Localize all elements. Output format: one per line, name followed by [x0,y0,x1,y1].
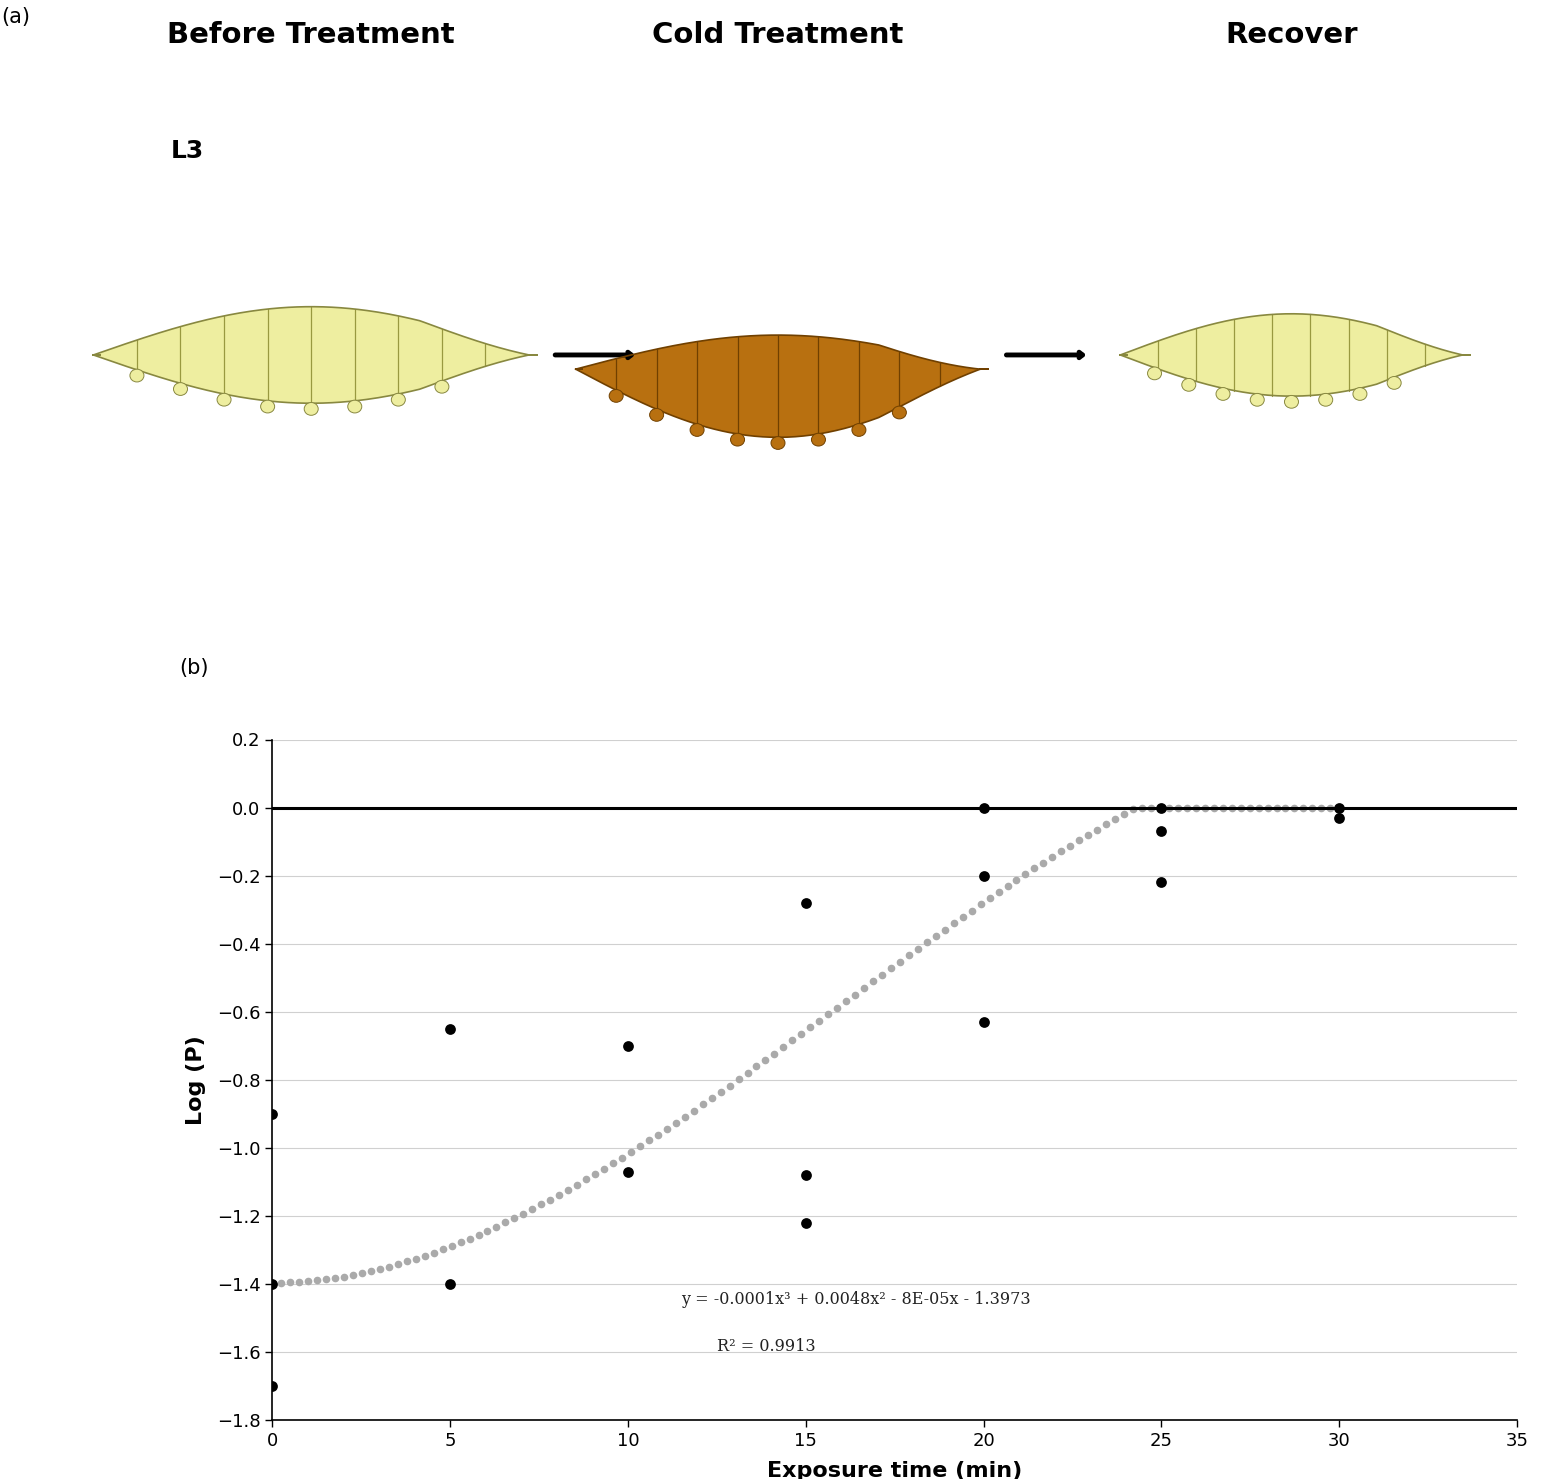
Circle shape [174,383,188,395]
Circle shape [1388,377,1402,389]
Point [794,890,818,914]
X-axis label: Exposure time (min): Exposure time (min) [767,1461,1022,1479]
Circle shape [261,401,275,413]
Circle shape [392,393,405,407]
Circle shape [1285,395,1298,408]
Circle shape [772,436,786,450]
Point [971,1010,996,1034]
Circle shape [305,402,319,416]
Circle shape [131,370,145,382]
Circle shape [1217,387,1231,401]
Circle shape [1319,393,1333,407]
Circle shape [853,423,867,436]
Text: (b): (b) [179,658,209,679]
Point [1148,796,1173,819]
Point [1148,871,1173,895]
Circle shape [1148,367,1162,380]
Text: y = -0.0001x³ + 0.0048x² - 8E-05x - 1.3973: y = -0.0001x³ + 0.0048x² - 8E-05x - 1.39… [682,1291,1032,1307]
Circle shape [1354,387,1368,401]
Circle shape [691,423,705,436]
Circle shape [1183,379,1197,392]
Circle shape [650,408,664,422]
Text: Cold Treatment: Cold Treatment [652,21,904,49]
Point [971,796,996,819]
Point [794,1211,818,1235]
Point [437,1018,462,1041]
Point [1327,796,1352,819]
Y-axis label: Log (P): Log (P) [185,1035,205,1124]
Text: R² = 0.9913: R² = 0.9913 [717,1338,815,1355]
Point [437,1272,462,1296]
Circle shape [349,401,363,413]
Point [1148,819,1173,843]
Text: (a): (a) [2,7,31,27]
Point [1327,806,1352,830]
Circle shape [893,407,906,419]
Text: L3: L3 [171,139,204,163]
Point [260,1102,285,1126]
Circle shape [812,433,825,447]
Point [616,1160,641,1183]
Circle shape [436,380,450,393]
Point [794,1162,818,1186]
Circle shape [731,433,744,447]
Point [971,864,996,887]
Point [260,1272,285,1296]
Circle shape [1251,393,1265,407]
Text: Before Treatment: Before Treatment [168,21,454,49]
Text: Recover: Recover [1225,21,1358,49]
Point [616,1034,641,1057]
Circle shape [216,393,232,407]
Circle shape [610,389,622,402]
Polygon shape [93,306,529,404]
Point [260,1374,285,1398]
Polygon shape [576,336,980,438]
Polygon shape [1120,314,1463,396]
